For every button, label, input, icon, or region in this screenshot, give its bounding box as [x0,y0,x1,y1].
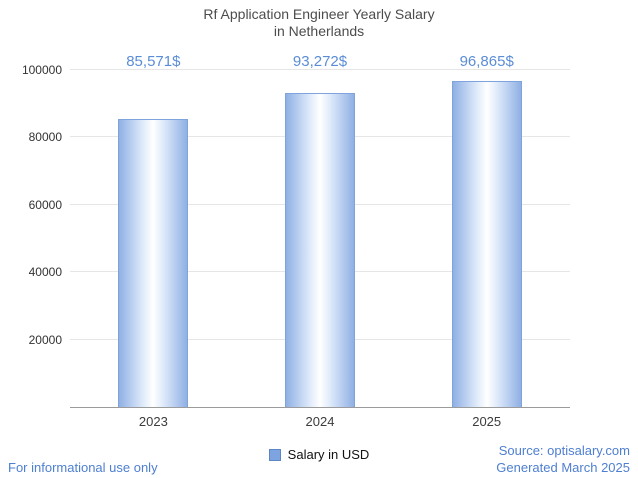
bar-slot [403,70,570,407]
y-tick-label: 20000 [28,332,62,347]
y-tick-label: 100000 [21,63,62,77]
legend: Salary in USD [0,447,638,462]
y-tick-label: 60000 [28,197,62,212]
x-axis-labels: 2023 2024 2025 [70,413,570,431]
value-labels: 85,571$ 93,272$ 96,865$ [70,53,570,71]
bar-value-label: 85,571$ [126,53,181,70]
bar-value-slot: 96,865$ [403,53,570,71]
bar-value-label: 96,865$ [459,53,514,70]
source-note: Source: optisalary.com Generated March 2… [496,442,630,476]
gridline [70,69,570,70]
y-tick-label: 80000 [28,130,62,145]
x-tick-label: 2023 [138,414,168,429]
bar-slot [70,70,237,407]
legend-label: Salary in USD [287,447,370,462]
chart-title-line2: in Netherlands [273,23,365,39]
x-tick-slot: 2024 [237,413,404,431]
x-tick-label: 2025 [472,414,502,429]
x-tick-label: 2024 [305,414,335,429]
bar-value-slot: 93,272$ [237,53,404,71]
bar-2025 [451,80,522,407]
bar-slot [237,70,404,407]
bar-2023 [118,118,189,407]
legend-swatch-icon [268,448,281,461]
bars-row [70,70,570,407]
source-line: Source: optisalary.com [498,443,630,458]
plot-area [70,69,570,408]
generated-line: Generated March 2025 [496,460,630,475]
x-tick-slot: 2025 [403,413,570,431]
informational-note: For informational use only [8,460,158,475]
bar-2024 [285,92,355,407]
y-axis: 20000 40000 60000 80000 100000 [0,63,62,407]
bar-value-slot: 85,571$ [70,53,237,71]
x-tick-slot: 2023 [70,413,237,431]
chart-title: Rf Application Engineer Yearly Salary in… [0,6,638,40]
bar-value-label: 93,272$ [292,53,348,70]
y-tick-label: 40000 [28,265,62,280]
chart-title-line1: Rf Application Engineer Yearly Salary [203,6,435,22]
